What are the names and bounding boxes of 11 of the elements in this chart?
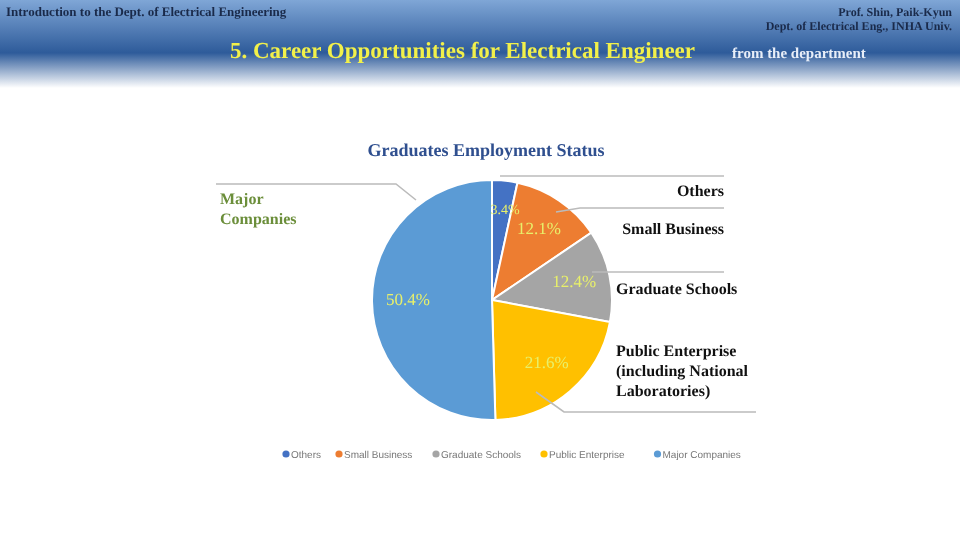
text: Major Companies [220,190,297,228]
text: Public Enterprise (including National Laboratories) [616,342,750,400]
chart-title: Graduates Employment Status [367,140,606,160]
text: Graduate Schools [616,280,738,298]
data-label: 12.4% [552,270,597,291]
text: Small Business [622,220,724,238]
data-label: 12.1% [517,218,562,239]
data-label: 21.6% [524,351,569,372]
chart-subtitle: 5. Career Opportunities for Electrical Engineer [230,40,696,64]
data-label: 50.4% [386,289,430,310]
text: Others [676,182,724,200]
